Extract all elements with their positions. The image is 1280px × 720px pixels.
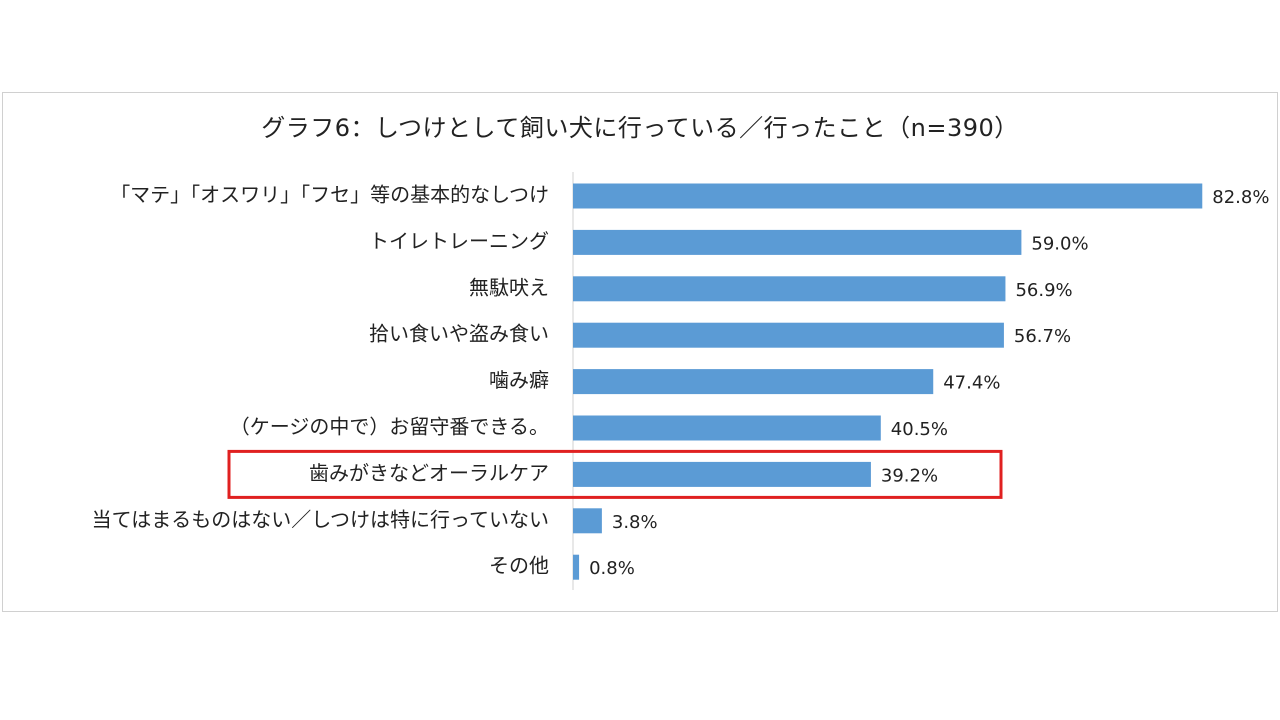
bar-4: [573, 369, 934, 395]
value-label-5: 40.5%: [891, 419, 948, 440]
category-label-7: 当てはまるものはない／しつけは特に行っていない: [92, 507, 549, 531]
category-label-4: 噛み癖: [489, 368, 549, 392]
category-label-8: その他: [489, 554, 549, 578]
bar-6: [573, 461, 871, 487]
bar-3: [573, 322, 1004, 348]
category-label-1: トイレトレーニング: [369, 229, 549, 253]
value-label-7: 3.8%: [612, 512, 658, 533]
value-label-8: 0.8%: [589, 558, 635, 579]
bar-0: [573, 183, 1203, 209]
bar-2: [573, 276, 1006, 302]
value-label-3: 56.7%: [1014, 326, 1071, 347]
value-label-1: 59.0%: [1031, 233, 1088, 254]
category-label-3: 拾い食いや盗み食い: [369, 322, 549, 346]
bar-8: [573, 554, 580, 580]
bar-5: [573, 415, 881, 441]
category-label-6: 歯みがきなどオーラルケア: [309, 461, 549, 485]
value-label-4: 47.4%: [943, 373, 1000, 394]
bar-1: [573, 229, 1022, 255]
chart-title: グラフ6：しつけとして飼い犬に行っている／行ったこと（n=390）: [261, 114, 1019, 142]
value-label-0: 82.8%: [1212, 187, 1269, 208]
category-label-5: （ケージの中で）お留守番できる。: [230, 415, 549, 439]
chart-frame: [2, 92, 1278, 612]
highlight-box: [227, 449, 1003, 499]
bar-7: [573, 508, 602, 534]
value-label-2: 56.9%: [1015, 280, 1072, 301]
category-label-0: 「マテ」「オスワリ」「フセ」等の基本的なしつけ: [110, 183, 549, 207]
value-label-6: 39.2%: [881, 465, 938, 486]
category-label-2: 無駄吠え: [469, 275, 549, 299]
